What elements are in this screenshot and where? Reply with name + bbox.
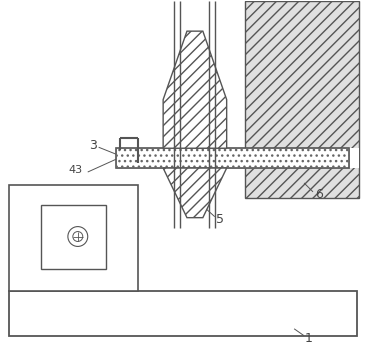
Circle shape [68,227,88,246]
Bar [41,205,105,269]
Circle shape [73,232,83,241]
Text: 47: 47 [26,232,40,243]
Text: 43: 43 [69,165,83,175]
Bar [245,148,359,168]
Text: 3: 3 [89,139,97,152]
Text: 6: 6 [315,188,323,201]
Bar [245,1,359,198]
Bar [9,185,138,291]
Bar [115,148,349,168]
Polygon shape [163,31,227,148]
Text: 1: 1 [305,332,313,345]
Bar [9,291,357,336]
Bar [115,148,349,168]
Polygon shape [163,168,227,218]
Text: 2: 2 [57,243,65,256]
Text: 5: 5 [216,213,224,226]
Text: 4: 4 [45,263,53,276]
